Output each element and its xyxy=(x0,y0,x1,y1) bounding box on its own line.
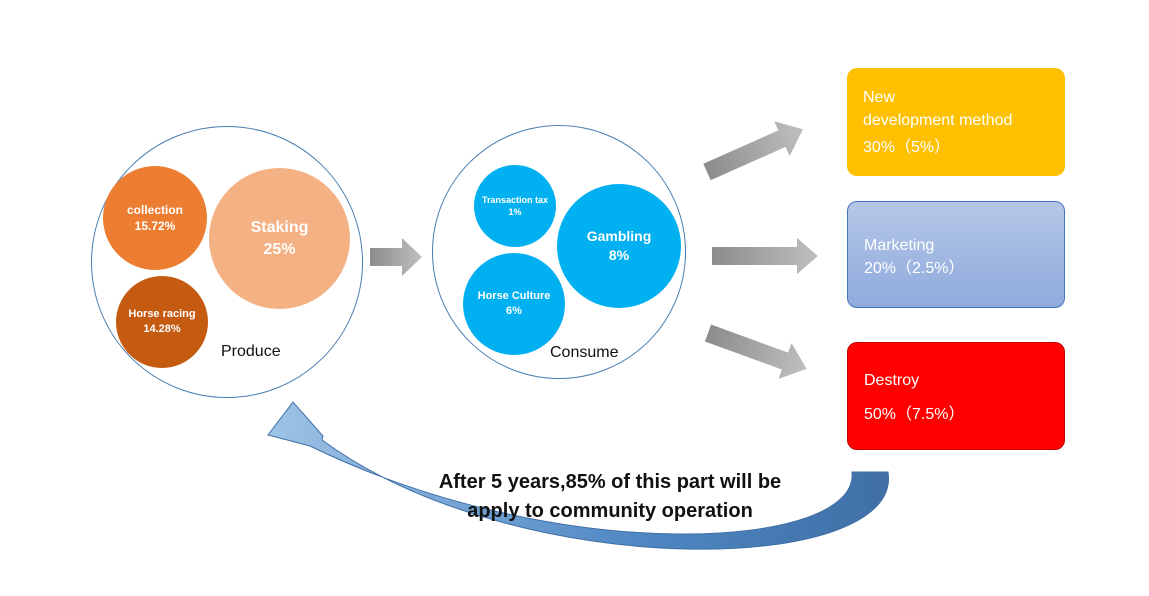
horse-culture-bubble: Horse Culture 6% xyxy=(463,253,565,355)
development-value: 30%（5%） xyxy=(863,136,1049,159)
marketing-title: Marketing xyxy=(864,234,1048,257)
horse-racing-value: 14.28% xyxy=(143,322,180,337)
produce-label: Produce xyxy=(221,343,281,361)
marketing-value: 20%（2.5%） xyxy=(864,257,1048,280)
transaction-tax-name: Transaction tax xyxy=(482,194,548,206)
destroy-box: Destroy 50%（7.5%） xyxy=(847,342,1065,450)
development-title-line1: New xyxy=(863,86,1049,109)
development-title-line2: development method xyxy=(863,109,1049,132)
flow-arrow-to-marketing xyxy=(712,238,818,274)
staking-bubble: Staking 25% xyxy=(209,168,350,309)
collection-bubble: collection 15.72% xyxy=(103,166,207,270)
collection-name: collection xyxy=(127,202,183,218)
flow-arrow-to-destroy xyxy=(702,315,814,387)
transaction-tax-bubble: Transaction tax 1% xyxy=(474,165,556,247)
gambling-name: Gambling xyxy=(587,227,652,246)
staking-name: Staking xyxy=(251,217,309,239)
staking-value: 25% xyxy=(263,239,295,261)
transaction-tax-value: 1% xyxy=(508,206,521,218)
caption-line2: apply to community operation xyxy=(380,497,840,526)
gambling-value: 8% xyxy=(609,246,629,265)
destroy-title: Destroy xyxy=(864,369,1048,392)
marketing-box: Marketing 20%（2.5%） xyxy=(847,201,1065,308)
horse-racing-bubble: Horse racing 14.28% xyxy=(116,276,208,368)
return-caption: After 5 years,85% of this part will be a… xyxy=(380,468,840,526)
development-box: New development method 30%（5%） xyxy=(847,68,1065,176)
horse-culture-name: Horse Culture xyxy=(478,289,551,304)
flow-arrow-produce-consume xyxy=(370,238,422,276)
horse-racing-name: Horse racing xyxy=(128,307,195,322)
gambling-bubble: Gambling 8% xyxy=(557,184,681,308)
flow-arrow-to-development xyxy=(699,112,810,189)
collection-value: 15.72% xyxy=(135,218,176,234)
horse-culture-value: 6% xyxy=(506,304,522,319)
consume-label: Consume xyxy=(550,344,618,362)
caption-line1: After 5 years,85% of this part will be xyxy=(380,468,840,497)
destroy-value: 50%（7.5%） xyxy=(864,403,1048,426)
